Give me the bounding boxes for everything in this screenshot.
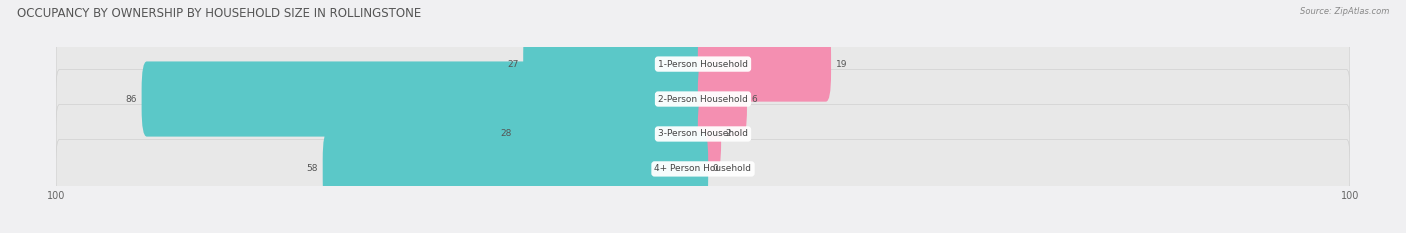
FancyBboxPatch shape (323, 131, 709, 206)
FancyBboxPatch shape (56, 69, 1350, 129)
Text: 3-Person Household: 3-Person Household (658, 130, 748, 138)
Text: 27: 27 (508, 60, 519, 69)
Text: OCCUPANCY BY OWNERSHIP BY HOUSEHOLD SIZE IN ROLLINGSTONE: OCCUPANCY BY OWNERSHIP BY HOUSEHOLD SIZE… (17, 7, 422, 20)
FancyBboxPatch shape (517, 96, 709, 171)
FancyBboxPatch shape (697, 27, 831, 102)
FancyBboxPatch shape (697, 96, 721, 171)
FancyBboxPatch shape (56, 139, 1350, 199)
Text: Source: ZipAtlas.com: Source: ZipAtlas.com (1299, 7, 1389, 16)
Text: 86: 86 (125, 95, 138, 103)
Text: 19: 19 (835, 60, 846, 69)
Text: 1-Person Household: 1-Person Household (658, 60, 748, 69)
Text: 58: 58 (307, 164, 318, 173)
FancyBboxPatch shape (56, 104, 1350, 164)
Text: 2-Person Household: 2-Person Household (658, 95, 748, 103)
FancyBboxPatch shape (697, 62, 747, 137)
FancyBboxPatch shape (56, 34, 1350, 94)
Text: 2: 2 (725, 130, 731, 138)
FancyBboxPatch shape (142, 62, 709, 137)
Text: 28: 28 (501, 130, 512, 138)
Text: 6: 6 (751, 95, 758, 103)
Text: 4+ Person Household: 4+ Person Household (655, 164, 751, 173)
Text: 0: 0 (713, 164, 718, 173)
FancyBboxPatch shape (523, 27, 709, 102)
